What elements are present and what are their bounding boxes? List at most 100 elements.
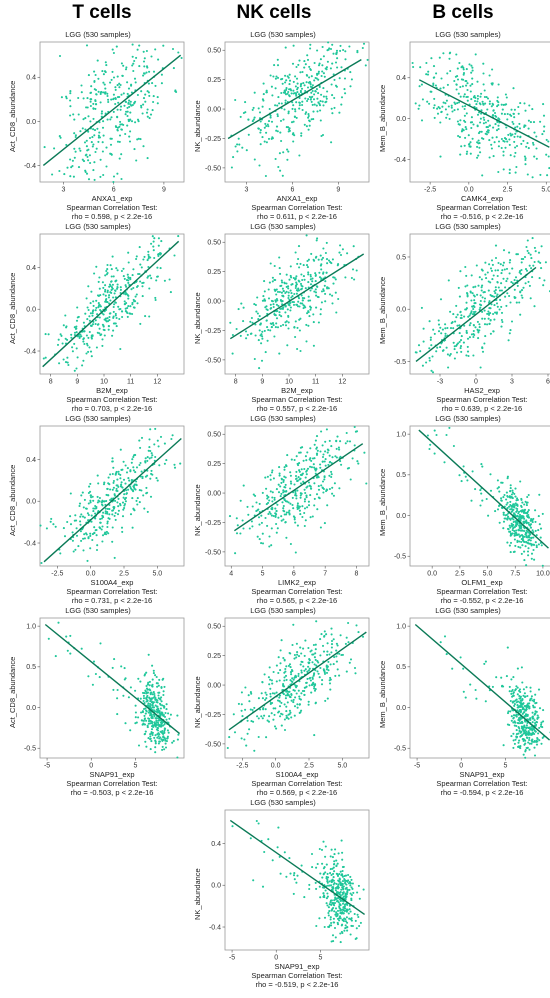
data-point — [268, 683, 270, 685]
data-point — [157, 682, 159, 684]
data-point — [94, 179, 96, 181]
data-point — [331, 83, 333, 85]
data-point — [329, 293, 331, 295]
data-point — [99, 316, 101, 318]
data-point — [470, 153, 472, 155]
data-point — [286, 274, 288, 276]
data-point — [525, 521, 527, 523]
data-point — [144, 94, 146, 96]
data-point — [161, 700, 163, 702]
data-point — [415, 102, 417, 104]
data-point — [139, 681, 141, 683]
data-point — [363, 452, 365, 454]
data-point — [527, 714, 529, 716]
data-point — [248, 694, 250, 696]
data-point — [541, 133, 543, 135]
data-point — [93, 134, 95, 136]
data-point — [432, 371, 434, 373]
data-point — [113, 111, 115, 113]
data-point — [497, 269, 499, 271]
data-point — [251, 520, 253, 522]
x-tick-label: 11 — [127, 379, 134, 386]
data-point — [320, 265, 322, 267]
data-point — [117, 269, 119, 271]
data-point — [314, 498, 316, 500]
data-point — [316, 98, 318, 100]
data-point — [418, 108, 420, 110]
data-point — [285, 79, 287, 81]
data-point — [481, 318, 483, 320]
data-point — [520, 525, 522, 527]
data-point — [151, 665, 153, 667]
data-point — [503, 744, 505, 746]
data-point — [489, 156, 491, 158]
y-tick-label: 0.25 — [207, 77, 221, 84]
data-point — [115, 98, 117, 100]
data-point — [456, 88, 458, 90]
data-point — [516, 504, 518, 506]
data-point — [271, 683, 273, 685]
data-point — [301, 516, 303, 518]
data-point — [90, 312, 92, 314]
data-point — [92, 143, 94, 145]
data-point — [168, 732, 170, 734]
data-point — [281, 279, 283, 281]
data-point — [96, 549, 98, 551]
data-point — [512, 717, 514, 719]
data-point — [99, 642, 101, 644]
data-point — [487, 131, 489, 133]
data-point — [457, 135, 459, 137]
data-point — [46, 527, 48, 529]
data-point — [104, 500, 106, 502]
data-point — [509, 272, 511, 274]
data-point — [261, 692, 263, 694]
data-point — [519, 516, 521, 518]
data-point — [107, 488, 109, 490]
x-axis-label: ANXA1_exp — [22, 194, 202, 203]
data-point — [179, 463, 181, 465]
data-point — [527, 281, 529, 283]
data-point — [136, 302, 138, 304]
y-tick-label: 1.0 — [396, 432, 406, 439]
data-point — [307, 59, 309, 61]
data-point — [300, 288, 302, 290]
data-point — [236, 532, 238, 534]
data-point — [509, 301, 511, 303]
data-point — [105, 510, 107, 512]
data-point — [514, 279, 516, 281]
data-point — [464, 105, 466, 107]
data-point — [262, 542, 264, 544]
data-point — [106, 268, 108, 270]
data-point — [320, 268, 322, 270]
data-point — [337, 883, 339, 885]
data-point — [289, 696, 291, 698]
data-point — [528, 749, 530, 751]
data-point — [232, 334, 234, 336]
data-point — [491, 137, 493, 139]
data-point — [482, 101, 484, 103]
data-point — [321, 259, 323, 261]
data-point — [141, 285, 143, 287]
data-point — [481, 174, 483, 176]
data-point — [276, 665, 278, 667]
data-point — [486, 323, 488, 325]
data-point — [527, 542, 529, 544]
data-point — [237, 524, 239, 526]
data-point — [310, 278, 312, 280]
data-point — [484, 300, 486, 302]
data-point — [156, 267, 158, 269]
data-point — [151, 452, 153, 454]
data-point — [327, 61, 329, 63]
data-point — [308, 501, 310, 503]
data-point — [311, 654, 313, 656]
data-point — [518, 540, 520, 542]
data-point — [146, 700, 148, 702]
data-point — [507, 647, 509, 649]
data-point — [316, 453, 318, 455]
data-point — [92, 118, 94, 120]
data-point — [277, 115, 279, 117]
x-tick-label: 2.5 — [304, 763, 314, 770]
data-point — [282, 151, 284, 153]
data-point — [272, 277, 274, 279]
data-point — [91, 141, 93, 143]
